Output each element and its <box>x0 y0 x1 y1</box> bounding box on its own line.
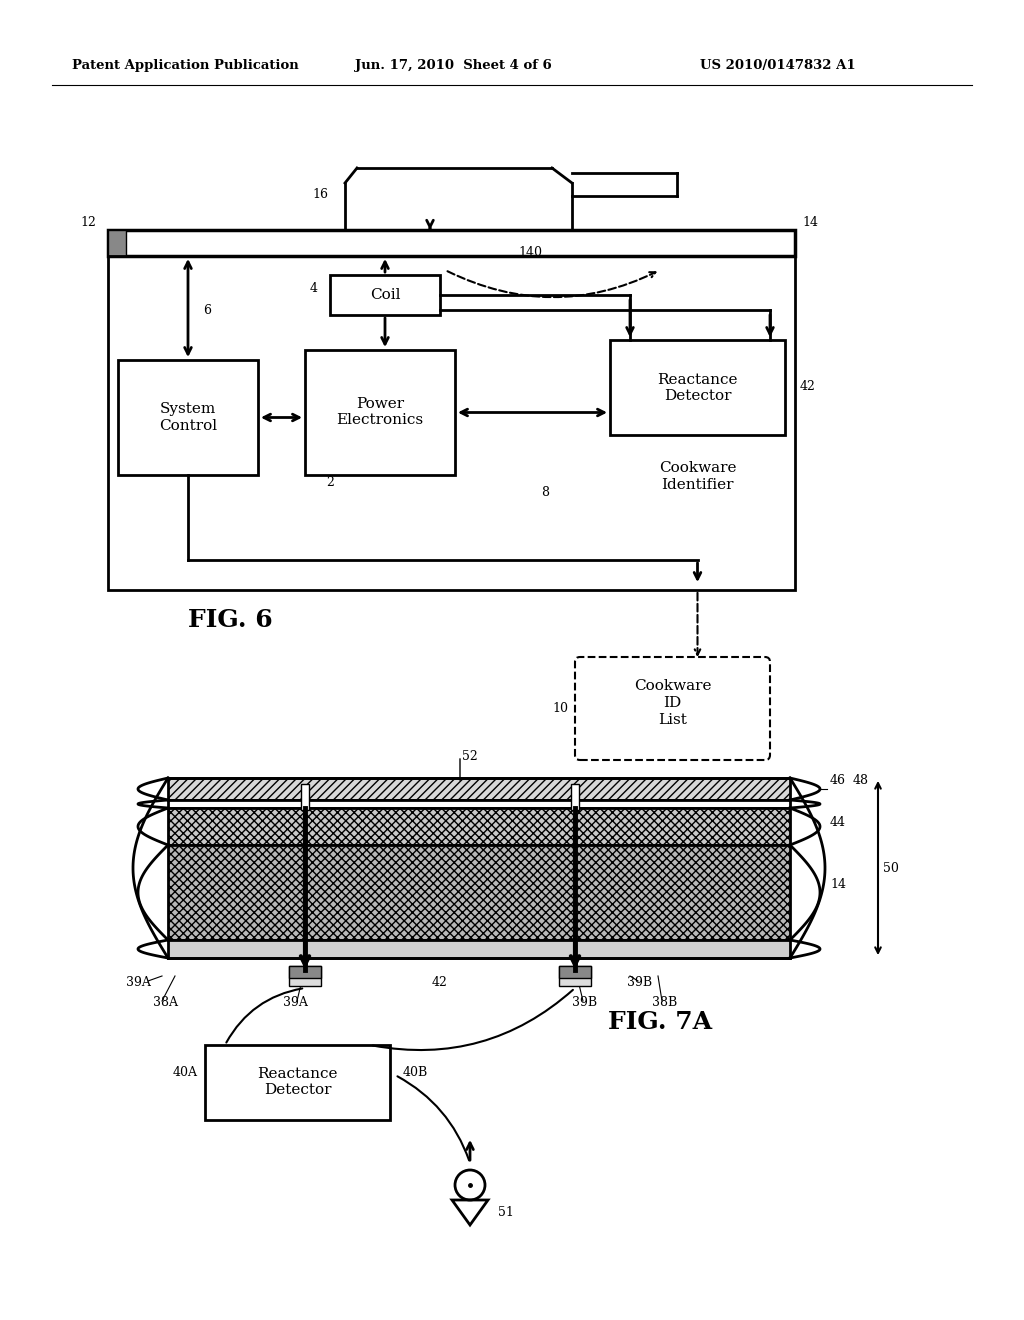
Text: Reactance: Reactance <box>257 1068 338 1081</box>
Text: 52: 52 <box>462 750 478 763</box>
Bar <box>301 784 309 810</box>
Bar <box>205 1045 390 1119</box>
Text: 42: 42 <box>432 977 447 990</box>
Text: Cookware: Cookware <box>634 678 712 693</box>
FancyBboxPatch shape <box>575 657 770 760</box>
Text: 40B: 40B <box>402 1065 428 1078</box>
Text: 39A: 39A <box>283 997 307 1010</box>
Text: 39A: 39A <box>126 977 151 990</box>
Text: 44: 44 <box>830 817 846 829</box>
Text: 38A: 38A <box>153 997 177 1010</box>
Bar <box>330 275 440 315</box>
Text: Control: Control <box>159 418 217 433</box>
Text: 14: 14 <box>830 879 846 891</box>
Text: 42: 42 <box>800 380 816 393</box>
Text: Power: Power <box>356 397 404 412</box>
Text: List: List <box>658 713 687 727</box>
Bar <box>108 256 795 590</box>
Text: Reactance: Reactance <box>657 372 737 387</box>
Text: Jun. 17, 2010  Sheet 4 of 6: Jun. 17, 2010 Sheet 4 of 6 <box>355 58 552 71</box>
Text: ID: ID <box>664 696 682 710</box>
Text: System: System <box>160 403 216 417</box>
Text: 4: 4 <box>310 281 318 294</box>
Bar <box>168 808 790 845</box>
Text: US 2010/0147832 A1: US 2010/0147832 A1 <box>700 58 856 71</box>
Bar <box>168 800 790 808</box>
Text: 39B: 39B <box>628 977 652 990</box>
Bar <box>559 966 591 986</box>
Text: Patent Application Publication: Patent Application Publication <box>72 58 299 71</box>
Bar <box>305 350 455 475</box>
Bar <box>610 341 785 436</box>
Text: 16: 16 <box>312 189 328 202</box>
Bar <box>108 230 126 256</box>
Text: Identifier: Identifier <box>662 478 734 492</box>
Text: 40A: 40A <box>172 1065 198 1078</box>
Text: Detector: Detector <box>264 1084 331 1097</box>
Text: 38B: 38B <box>652 997 678 1010</box>
Text: FIG. 7A: FIG. 7A <box>608 1010 712 1034</box>
Bar <box>571 784 579 810</box>
Text: Electronics: Electronics <box>337 413 424 428</box>
Text: 48: 48 <box>853 774 869 787</box>
Text: 140: 140 <box>518 246 542 259</box>
Bar <box>168 845 790 940</box>
Text: 10: 10 <box>552 701 568 714</box>
Bar <box>289 966 321 978</box>
Text: 12: 12 <box>80 215 96 228</box>
Bar <box>168 777 790 800</box>
Text: 8: 8 <box>541 486 549 499</box>
Text: 6: 6 <box>203 304 211 317</box>
Bar <box>108 230 795 256</box>
Text: 50: 50 <box>883 862 899 874</box>
Text: Coil: Coil <box>370 288 400 302</box>
Text: 2: 2 <box>326 475 334 488</box>
Bar <box>289 966 321 986</box>
Text: 51: 51 <box>498 1206 514 1220</box>
Text: 39B: 39B <box>572 997 598 1010</box>
Text: 14: 14 <box>802 215 818 228</box>
Text: Cookware: Cookware <box>658 461 736 475</box>
Bar <box>168 940 790 958</box>
Text: 46: 46 <box>830 774 846 787</box>
Bar <box>559 966 591 978</box>
Text: FIG. 6: FIG. 6 <box>187 609 272 632</box>
Bar <box>118 360 258 475</box>
Text: Detector: Detector <box>664 388 731 403</box>
